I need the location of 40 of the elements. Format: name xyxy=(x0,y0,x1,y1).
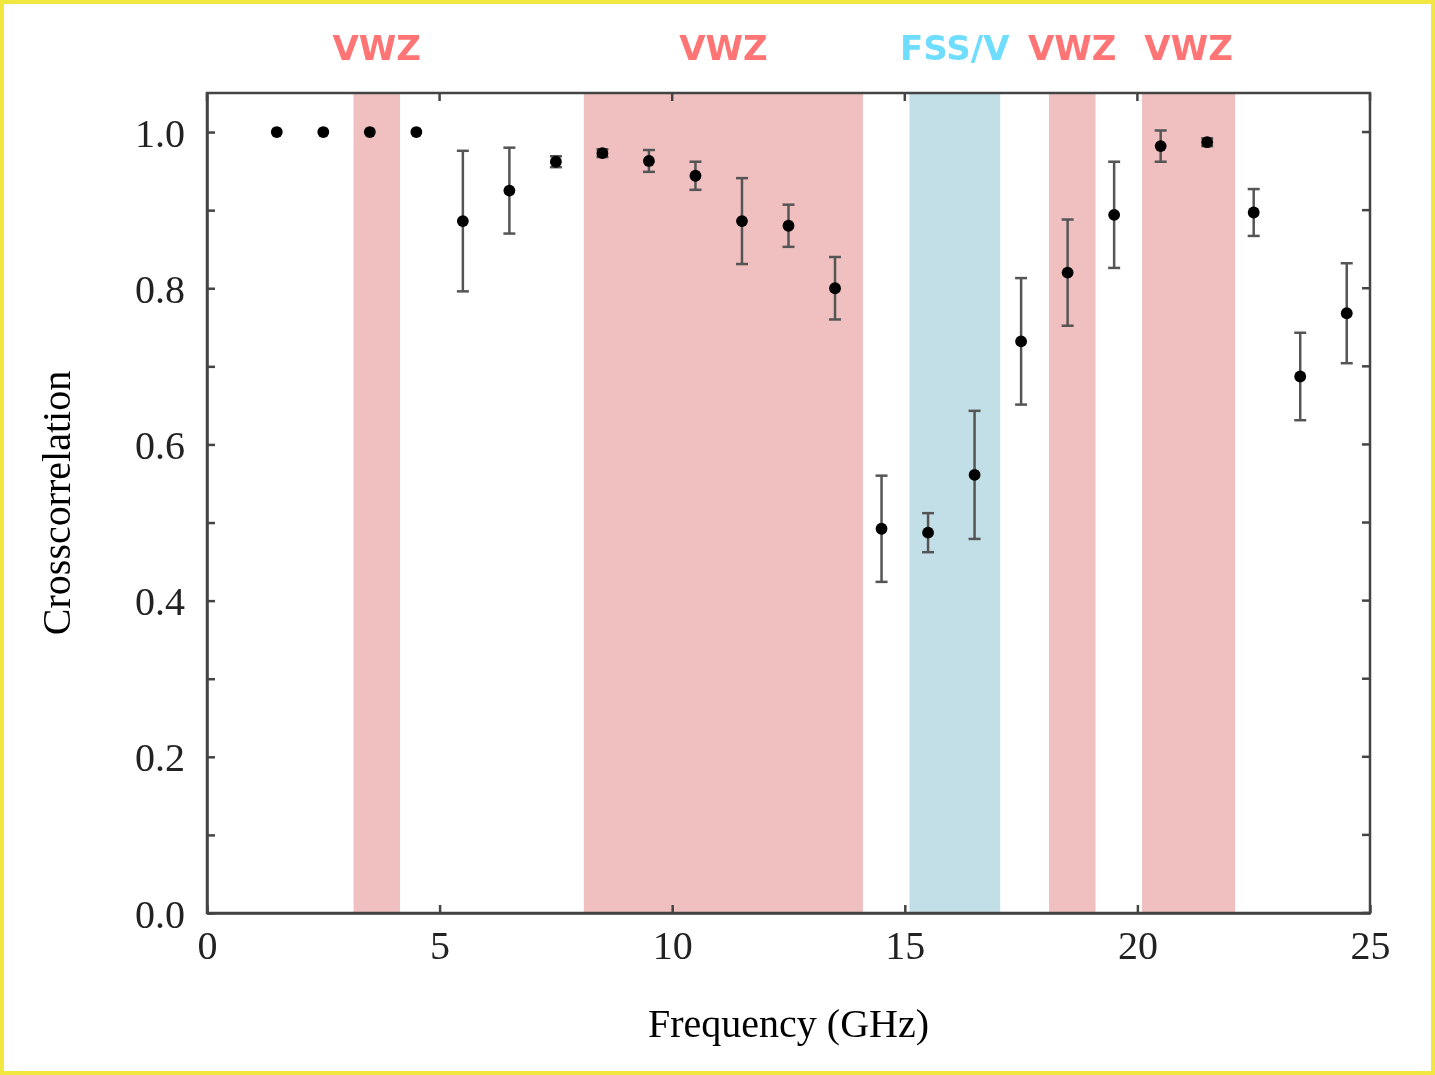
point xyxy=(1294,370,1307,383)
point xyxy=(922,526,934,539)
point xyxy=(1247,206,1260,219)
point xyxy=(1015,335,1028,348)
x-tick-label: 20 xyxy=(1117,923,1158,969)
point xyxy=(503,184,516,197)
x-tick-label: 25 xyxy=(1350,923,1391,969)
point xyxy=(1340,307,1353,320)
y-tick-label: 1.0 xyxy=(135,110,185,156)
point xyxy=(875,522,888,535)
point xyxy=(363,126,376,138)
band-label: VWZ xyxy=(1144,28,1233,68)
point xyxy=(1154,140,1167,153)
band-label: FSS/V xyxy=(900,28,1011,68)
band-label: VWZ xyxy=(679,28,768,68)
band-label: VWZ xyxy=(332,28,422,68)
point xyxy=(1108,208,1121,221)
x-tick-label: 0 xyxy=(197,923,218,969)
point xyxy=(1061,266,1074,279)
point xyxy=(782,219,795,232)
y-axis-title: Crosscorrelation xyxy=(34,370,79,636)
y-tick-label: 0.4 xyxy=(135,579,185,625)
point xyxy=(270,126,283,138)
point xyxy=(456,215,469,227)
x-tick-label: 5 xyxy=(430,923,451,969)
point xyxy=(968,468,981,481)
y-tick-label: 0.2 xyxy=(135,735,185,781)
y-tick-label: 0.0 xyxy=(135,891,185,937)
x-tick-label: 15 xyxy=(885,923,926,969)
band-label: VWZ xyxy=(1028,28,1117,68)
point xyxy=(317,126,330,138)
point xyxy=(736,215,748,227)
point xyxy=(643,155,655,167)
point xyxy=(829,282,841,295)
point xyxy=(689,169,702,182)
y-tick-label: 0.6 xyxy=(135,422,185,468)
y-tick-label: 0.8 xyxy=(135,266,185,312)
x-axis-title: Frequency (GHz) xyxy=(648,1001,929,1046)
point xyxy=(410,126,423,138)
x-tick-label: 10 xyxy=(652,923,693,969)
